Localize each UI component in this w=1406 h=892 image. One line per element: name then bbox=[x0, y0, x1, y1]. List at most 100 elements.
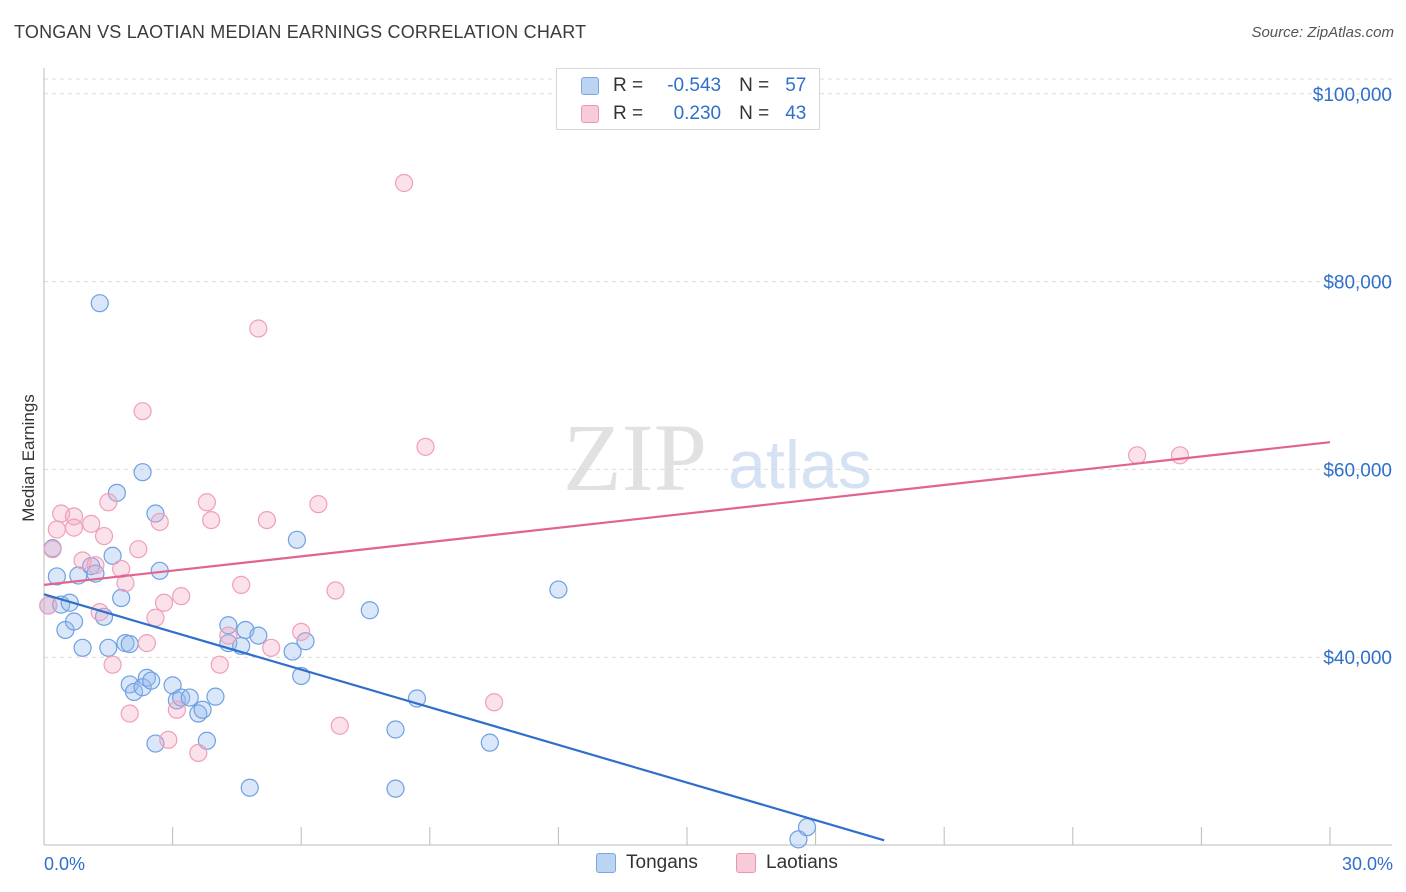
tongan-point bbox=[219, 616, 238, 635]
y-tick-label: $60,000 bbox=[1323, 460, 1392, 481]
watermark-zip: ZIP bbox=[563, 404, 707, 511]
legend-swatch-tongans bbox=[596, 853, 616, 873]
laotian-point bbox=[146, 608, 165, 627]
tongan-point bbox=[90, 294, 109, 313]
laotian-point bbox=[210, 655, 229, 674]
tongan-point bbox=[142, 671, 161, 690]
laotian-point bbox=[116, 573, 135, 593]
laotian-point bbox=[326, 581, 345, 600]
tongan-point bbox=[112, 588, 131, 608]
series-legend: Tongans Laotians bbox=[0, 852, 1406, 876]
tongan-point bbox=[480, 733, 499, 752]
legend-n-value: 57 bbox=[785, 75, 807, 96]
laotian-point bbox=[47, 520, 66, 539]
legend-item-laotians: Laotians bbox=[736, 852, 838, 874]
laotian-point bbox=[257, 510, 277, 530]
watermark-atlas: atlas bbox=[728, 427, 872, 503]
tongan-point bbox=[249, 626, 268, 645]
laotian-point bbox=[416, 437, 435, 456]
laotian-point bbox=[120, 704, 139, 723]
tongan-point bbox=[193, 700, 212, 719]
laotian-point bbox=[1127, 446, 1147, 465]
legend-row-laotians: R = 0.230 N = 43 bbox=[581, 102, 806, 126]
laotian-point bbox=[64, 518, 84, 537]
tongan-trend-line bbox=[43, 593, 885, 842]
tongan-point bbox=[287, 530, 307, 549]
legend-r-label: R = bbox=[613, 75, 644, 96]
correlation-legend: R = -0.543 N = 57 R = 0.230 N = 43 bbox=[556, 68, 820, 130]
legend-swatch-laotians bbox=[581, 105, 599, 123]
tongan-point bbox=[64, 612, 84, 631]
laotian-trend-line bbox=[43, 441, 1331, 586]
legend-n-value: 43 bbox=[785, 103, 807, 124]
tongan-point bbox=[120, 634, 139, 654]
laotian-point bbox=[232, 575, 251, 594]
tongan-point bbox=[133, 463, 152, 482]
tongan-point bbox=[386, 720, 405, 739]
watermark: ZIP atlas bbox=[563, 404, 872, 511]
laotian-point bbox=[167, 700, 186, 719]
y-tick-label: $100,000 bbox=[1313, 85, 1392, 106]
legend-swatch-laotians bbox=[736, 853, 756, 873]
laotian-point bbox=[219, 626, 238, 645]
axes bbox=[43, 68, 1392, 846]
legend-n-label: N = bbox=[739, 75, 770, 96]
tongan-point bbox=[240, 778, 259, 797]
data-points bbox=[39, 173, 1190, 849]
laotian-point bbox=[129, 540, 148, 559]
tongan-point bbox=[386, 779, 405, 798]
chart-title: TONGAN VS LAOTIAN MEDIAN EARNINGS CORREL… bbox=[14, 22, 587, 42]
x-tick-label-min: 0.0% bbox=[44, 854, 85, 874]
tongan-point bbox=[103, 546, 122, 565]
laotian-point bbox=[86, 556, 105, 575]
laotian-point bbox=[197, 493, 216, 512]
legend-r-value: -0.543 bbox=[667, 75, 722, 96]
tongan-point bbox=[99, 638, 118, 657]
laotian-point bbox=[133, 402, 152, 421]
tick-labels: $40,000 $60,000 $80,000 $100,000 0.0% 30.0% bbox=[44, 85, 1393, 874]
laotian-point bbox=[1170, 446, 1190, 465]
y-tick-label: $80,000 bbox=[1323, 273, 1392, 294]
laotian-point bbox=[39, 596, 58, 615]
tongan-point bbox=[180, 688, 199, 707]
y-tick-label: $40,000 bbox=[1323, 648, 1392, 669]
laotian-point bbox=[103, 655, 122, 674]
laotian-point bbox=[394, 173, 414, 193]
gridlines bbox=[44, 78, 1392, 658]
laotian-point bbox=[154, 593, 174, 612]
tongan-point bbox=[360, 601, 379, 620]
tongan-point bbox=[283, 642, 302, 661]
laotian-point bbox=[150, 512, 169, 532]
laotian-point bbox=[292, 622, 311, 641]
laotian-point bbox=[159, 730, 178, 749]
tongan-point bbox=[146, 504, 165, 523]
laotian-point bbox=[262, 638, 281, 657]
tongan-point bbox=[549, 580, 568, 599]
laotian-point bbox=[82, 514, 101, 533]
legend-r-value: 0.230 bbox=[673, 103, 722, 124]
tongan-point bbox=[73, 638, 92, 657]
chart-source: Source: ZipAtlas.com bbox=[1251, 24, 1394, 41]
tongan-point bbox=[296, 632, 315, 651]
legend-swatch-tongans bbox=[581, 77, 599, 95]
legend-item-tongans: Tongans bbox=[596, 852, 698, 874]
laotian-point bbox=[485, 693, 504, 712]
laotian-point bbox=[189, 743, 208, 763]
x-tick-label-max: 30.0% bbox=[1342, 854, 1393, 874]
laotian-point bbox=[309, 495, 328, 514]
laotian-point bbox=[137, 634, 156, 653]
laotian-point bbox=[202, 510, 221, 530]
laotian-point bbox=[94, 526, 114, 546]
legend-label-laotians: Laotians bbox=[766, 852, 838, 873]
legend-n-label: N = bbox=[739, 103, 770, 124]
laotian-point bbox=[249, 319, 268, 338]
laotian-point bbox=[172, 587, 191, 606]
legend-row-tongans: R = -0.543 N = 57 bbox=[581, 74, 806, 98]
legend-label-tongans: Tongans bbox=[626, 852, 698, 873]
tongan-point bbox=[47, 567, 66, 586]
legend-r-label: R = bbox=[613, 103, 644, 124]
laotian-point bbox=[99, 493, 118, 512]
laotian-point bbox=[330, 716, 349, 735]
tongan-point bbox=[797, 818, 817, 837]
